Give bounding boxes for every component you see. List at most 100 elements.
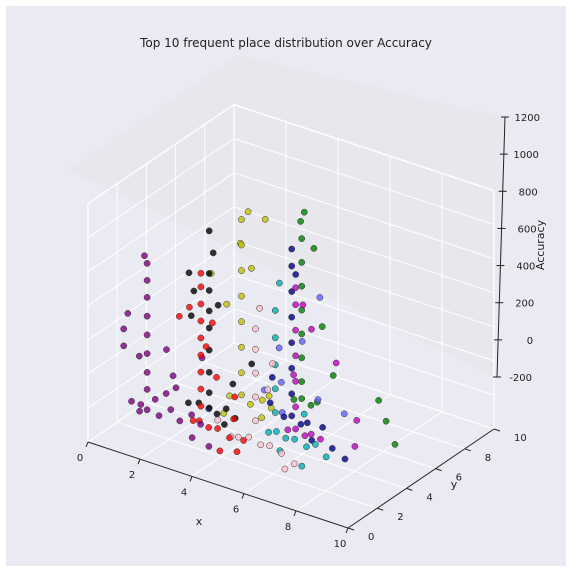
data-point-series-1 [155,412,163,420]
data-point-series-6 [292,271,300,278]
data-point-series-10 [235,433,242,441]
data-point-series-6 [297,420,305,428]
data-point-series-9 [353,417,361,424]
data-point-series-6 [288,339,296,347]
z-gridline [233,274,495,362]
data-point-series-8 [298,462,306,470]
z-tick-label: 400 [516,262,535,273]
z-tick-label: 600 [517,224,536,235]
data-point-series-8 [276,279,283,287]
data-point-series-10 [256,304,263,312]
data-point-series-1 [205,443,213,450]
data-point-series-1 [141,252,148,260]
data-point-series-6 [266,399,274,407]
x-tick [137,459,141,465]
data-point-series-3 [197,368,205,376]
data-point-series-2 [205,227,213,235]
data-point-series-10 [214,416,221,424]
data-point-series-6 [288,245,296,253]
data-point-series-3 [197,283,205,291]
data-point-series-1 [143,406,151,414]
data-point-series-8 [291,435,298,443]
data-point-series-9 [292,352,299,360]
data-point-series-10 [264,386,272,394]
data-point-series-1 [135,352,143,360]
x-tick-label: 0 [77,453,83,464]
x-axis-line [87,441,349,529]
data-point-series-3 [240,437,247,444]
data-point-series-1 [197,420,204,428]
x-gridline [139,359,287,460]
data-point-series-1 [120,342,128,350]
y-axis-label: y [451,478,458,491]
data-point-series-4 [238,369,245,377]
data-point-series-3 [202,343,210,350]
data-point-series-6 [288,313,296,321]
data-point-series-2 [205,307,213,315]
data-point-series-7 [278,378,285,386]
data-point-series-2 [205,287,213,294]
data-point-series-6 [288,390,296,398]
x-tick-label: 10 [334,539,347,550]
data-point-series-5 [298,282,306,290]
points [120,208,399,473]
z-tick-label: 1000 [513,150,538,161]
z-gridline [87,172,235,273]
data-point-series-1 [124,310,132,317]
x-tick-label: 4 [181,487,187,498]
data-point-series-2 [221,421,228,428]
data-point-series-3 [209,319,216,327]
data-point-series-8 [273,428,280,435]
data-point-series-1 [137,401,145,408]
data-point-series-10 [290,460,298,468]
data-point-series-1 [176,417,184,425]
data-point-series-1 [172,384,180,392]
data-point-series-10 [269,360,276,368]
data-point-series-3 [197,300,205,308]
y-tick-label: 6 [456,473,462,484]
data-point-series-5 [298,235,306,242]
z-gridline [233,172,495,260]
y-tick-label: 10 [514,433,527,444]
axis-lines [87,116,506,529]
data-point-series-1 [136,407,143,415]
data-point-series-8 [282,434,290,442]
z-tick-label: 800 [519,187,538,198]
x-tick-label: 2 [129,470,135,481]
y-gridline [204,362,465,450]
y-tick [435,468,442,472]
data-point-series-8 [271,334,279,342]
data-point-series-1 [188,434,196,441]
data-point-series-6 [288,412,296,420]
data-point-series-6 [288,364,296,372]
data-point-series-5 [391,441,399,448]
z-tick-label: 0 [527,336,533,347]
z-gridline [233,240,495,328]
data-point-series-2 [205,324,213,332]
y-tick-label: 4 [426,492,432,503]
z-tick-label: -200 [509,373,532,384]
data-point-series-8 [271,409,279,416]
data-point-series-9 [351,443,359,450]
data-point-series-2 [248,360,256,368]
data-point-series-9 [284,426,292,434]
data-point-series-5 [318,323,326,330]
data-point-series-9 [307,430,315,438]
data-point-series-4 [238,292,245,300]
data-point-series-2 [187,312,195,320]
data-point-series-7 [314,396,322,403]
z-gridline [87,240,235,341]
y-tick [347,527,355,531]
data-point-series-2 [185,399,192,407]
data-point-series-3 [197,269,205,277]
z-gridline [233,206,495,294]
data-point-series-9 [317,435,324,443]
data-point-series-4 [238,241,245,249]
data-point-series-10 [252,369,259,377]
data-point-series-5 [298,378,306,385]
data-point-series-9 [292,377,299,385]
x-tick [293,510,297,516]
data-point-series-7 [340,410,348,418]
z-gridline [87,104,235,204]
data-point-series-5 [290,396,298,403]
